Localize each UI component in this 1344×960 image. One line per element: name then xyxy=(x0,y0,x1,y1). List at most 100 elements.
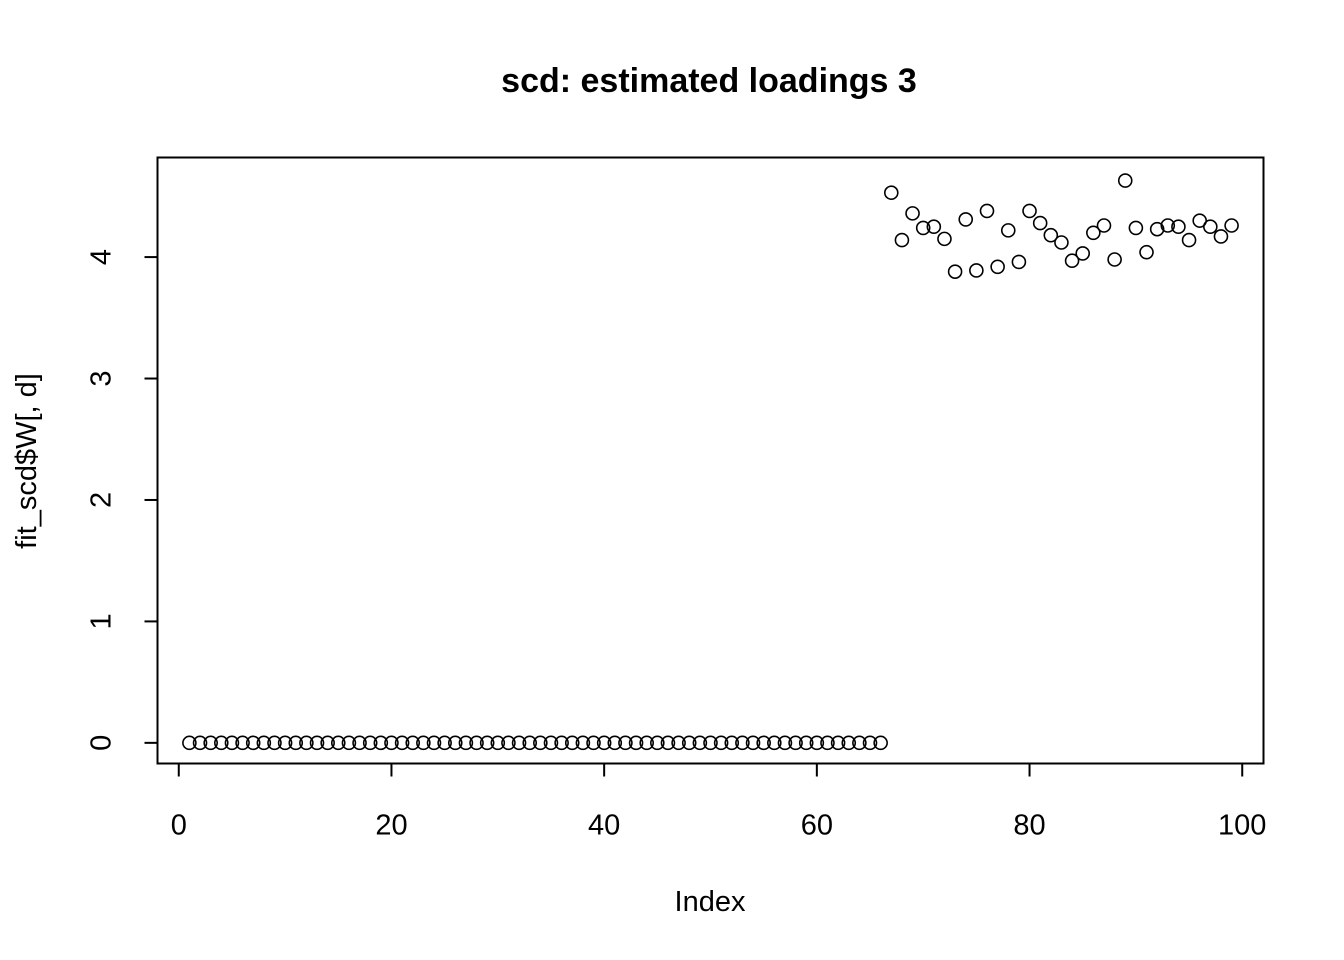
data-point xyxy=(245,735,261,751)
x-tick-label: 40 xyxy=(588,810,620,842)
data-point xyxy=(841,735,857,751)
data-point xyxy=(1022,203,1037,219)
x-tick-label: 0 xyxy=(171,810,187,842)
data-point xyxy=(1192,213,1207,228)
data-point xyxy=(564,735,580,751)
data-point xyxy=(309,735,325,751)
data-point xyxy=(1128,220,1144,236)
x-axis: 0 20 40 60 80 100 xyxy=(171,762,1266,842)
data-point xyxy=(373,735,389,751)
data-point xyxy=(511,735,527,751)
data-point xyxy=(639,735,654,751)
data-point xyxy=(905,206,920,221)
y-axis-label: fit_scd$W[, d] xyxy=(11,373,43,549)
data-point xyxy=(852,735,867,751)
data-point xyxy=(937,231,952,247)
data-point xyxy=(798,735,814,751)
data-point xyxy=(447,735,463,751)
x-tick-label: 20 xyxy=(375,810,407,842)
data-point xyxy=(330,735,346,751)
data-point xyxy=(256,735,272,751)
data-point xyxy=(384,735,399,751)
data-point xyxy=(405,735,421,751)
data-point xyxy=(543,735,559,751)
data-point xyxy=(203,735,218,751)
data-point xyxy=(745,735,761,751)
data-point xyxy=(1149,221,1165,237)
data-point xyxy=(182,735,197,751)
data-point xyxy=(458,735,474,751)
data-point xyxy=(788,735,803,751)
data-points xyxy=(182,173,1239,751)
data-point xyxy=(894,232,910,248)
data-point xyxy=(490,735,506,751)
data-point xyxy=(299,735,314,751)
data-point xyxy=(1213,229,1229,244)
data-point xyxy=(660,735,676,751)
data-point xyxy=(809,735,825,751)
data-point xyxy=(830,735,846,751)
data-point xyxy=(724,735,740,751)
data-point xyxy=(777,735,793,751)
data-point xyxy=(1117,173,1133,188)
data-point xyxy=(533,735,548,751)
data-point xyxy=(214,735,229,751)
data-point xyxy=(947,264,963,279)
data-point xyxy=(224,735,240,751)
data-point xyxy=(703,735,718,751)
data-point xyxy=(671,735,686,751)
data-point xyxy=(990,259,1005,275)
data-point xyxy=(820,735,835,751)
data-point xyxy=(681,735,697,751)
data-point xyxy=(1075,246,1091,261)
x-axis-label: Index xyxy=(675,886,746,918)
y-tick-label: 1 xyxy=(86,613,118,629)
data-point xyxy=(873,735,888,751)
data-point xyxy=(469,735,484,751)
data-point xyxy=(883,185,899,201)
y-tick-label: 3 xyxy=(86,370,118,386)
data-point xyxy=(607,735,623,751)
data-point xyxy=(501,735,516,751)
data-point xyxy=(1224,218,1239,233)
data-point xyxy=(394,735,410,751)
data-point xyxy=(1000,223,1016,238)
data-point xyxy=(1203,219,1218,235)
data-point xyxy=(586,735,601,751)
data-point xyxy=(958,212,974,227)
data-point xyxy=(479,735,495,751)
data-point xyxy=(522,735,538,751)
x-tick-label: 60 xyxy=(801,810,833,842)
plot-frame xyxy=(156,156,1265,765)
y-tick-label: 4 xyxy=(86,249,118,265)
data-point xyxy=(1011,254,1027,270)
data-point xyxy=(1107,252,1122,267)
data-point xyxy=(735,735,750,751)
data-point xyxy=(767,735,782,751)
data-point xyxy=(235,735,250,751)
data-point xyxy=(288,735,304,751)
data-point xyxy=(1096,218,1112,233)
data-point xyxy=(1139,244,1154,260)
data-point xyxy=(862,735,878,751)
data-point xyxy=(320,735,335,751)
y-tick-label: 0 xyxy=(86,735,118,751)
data-point xyxy=(713,735,729,751)
data-point xyxy=(915,220,931,236)
data-point xyxy=(554,735,569,751)
data-point xyxy=(277,735,293,751)
data-point xyxy=(1086,225,1101,241)
data-point xyxy=(1043,227,1059,243)
data-point xyxy=(1054,235,1069,250)
data-point xyxy=(969,263,984,278)
data-point xyxy=(596,735,612,751)
data-point xyxy=(362,735,378,751)
data-point xyxy=(1064,253,1080,269)
data-point xyxy=(437,735,452,751)
data-point xyxy=(650,735,665,751)
data-point xyxy=(575,735,591,751)
data-point xyxy=(416,735,431,751)
data-point xyxy=(1181,232,1197,248)
data-point xyxy=(192,735,208,751)
